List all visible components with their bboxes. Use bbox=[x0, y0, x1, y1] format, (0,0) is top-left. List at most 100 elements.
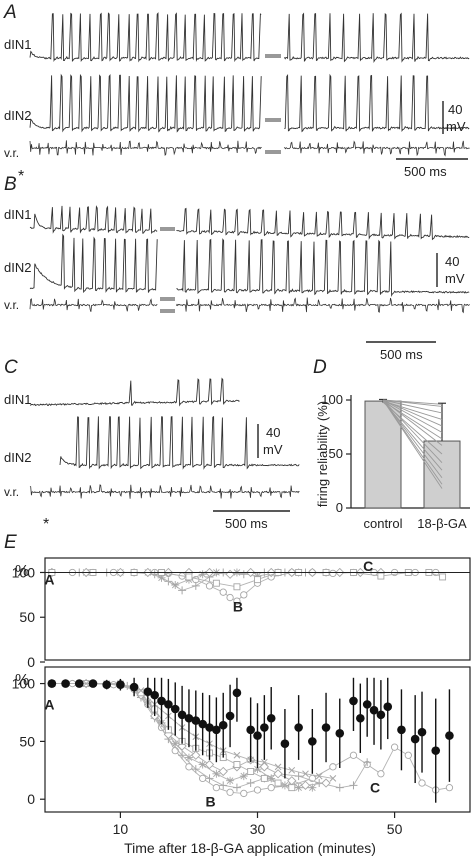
panel-d-paired-line bbox=[382, 399, 443, 405]
panel-e-top-data-point bbox=[198, 570, 207, 579]
panel-c-scale-mv: mV bbox=[263, 442, 283, 457]
trace-a-dIN1 bbox=[29, 12, 470, 63]
panel-b-scale-mv: mV bbox=[445, 271, 465, 286]
panel-d-paired-line bbox=[382, 400, 443, 420]
panel-c-scale-40: 40 bbox=[266, 425, 280, 440]
panel-e-top-plot-frame bbox=[44, 557, 471, 661]
panel-e-bottom-mean-point bbox=[129, 682, 139, 692]
panel-e-xlabel: Time after 18-β-GA application (minutes) bbox=[124, 840, 376, 856]
panel-d-letter: D bbox=[313, 357, 327, 378]
panel-a-vr-label: v.r. bbox=[4, 146, 19, 160]
panel-e-bottom-mean-point bbox=[150, 690, 159, 700]
panel-e-bottom-mean-point bbox=[417, 727, 427, 737]
panel-c-scale-500ms: 500 ms bbox=[225, 516, 268, 531]
panel-e-bottom-mean-point bbox=[410, 734, 420, 744]
panel-e-top-ytick-label: 100 bbox=[12, 564, 36, 580]
panel-e-bottom-mean-point bbox=[198, 719, 207, 729]
panel-e-bottom-data-point bbox=[390, 743, 399, 751]
panel-b-scale-500ms: 500 ms bbox=[380, 347, 423, 362]
panel-e-top-data-point bbox=[178, 586, 187, 595]
panel-c: C dIN1 dIN2 v.r. * 40 mV 500 ms bbox=[4, 357, 300, 533]
panel-e-top-data-point bbox=[205, 582, 214, 590]
panel-d-paired-line bbox=[382, 400, 443, 471]
panel-e-bottom-data-point bbox=[294, 772, 303, 781]
panel-e-bottom-data-point bbox=[212, 784, 221, 792]
trace-b-dIN2 bbox=[29, 233, 470, 297]
panel-e-bottom-data-point bbox=[247, 768, 255, 775]
panel-e-bottom-mean-point bbox=[445, 731, 454, 740]
panel-a: A dIN1 dIN2 v.r. * 40 mV 500 ms bbox=[3, 2, 470, 185]
panel-e-bottom-data-point bbox=[363, 758, 372, 767]
panel-e-bottom-mean-point bbox=[362, 700, 372, 709]
panel-e-bottom-data-point bbox=[212, 769, 221, 778]
panel-e-top-data-point bbox=[225, 569, 235, 579]
panel-e-bottom-data-point bbox=[377, 770, 385, 778]
panel-b-scale-40: 40 bbox=[445, 254, 459, 269]
panel-e-xtick-label: 10 bbox=[113, 821, 129, 837]
panel-e-bottom-data-point bbox=[294, 783, 303, 792]
panel-e-bottom-annotation-A: A bbox=[44, 696, 54, 712]
panel-a-gap-marker-3 bbox=[265, 150, 281, 154]
panel-e-bottom-data-point bbox=[219, 781, 228, 790]
panel-e-bottom-mean-point bbox=[205, 723, 214, 732]
panel-e-bottom-mean-point bbox=[212, 725, 221, 735]
panel-e-bottom-mean-point bbox=[102, 680, 111, 690]
panel-e-bottom-data-point bbox=[218, 766, 228, 777]
panel-e-bottom-mean-point bbox=[376, 710, 386, 720]
panel-e-bottom-mean-point bbox=[218, 720, 228, 730]
panel-e-bottom-data-point bbox=[267, 784, 275, 792]
panel-e-top-data-point bbox=[377, 572, 385, 580]
panel-e-bottom-mean-point bbox=[246, 725, 255, 735]
panel-e-top-data-point bbox=[219, 588, 227, 596]
panel-e-bottom-series-line bbox=[51, 683, 333, 779]
panel-e-xtick-label: 30 bbox=[250, 821, 266, 837]
panel-e-bottom-data-point bbox=[205, 774, 214, 783]
panel-e-bottom-mean-point bbox=[225, 711, 235, 721]
panel-e-bottom-data-point bbox=[204, 759, 215, 770]
panel-e-bottom-data-point bbox=[259, 762, 269, 772]
panel-e-bottom-data-point bbox=[137, 687, 145, 694]
panel-d-paired-line bbox=[382, 399, 443, 414]
panel-e-bottom-ylabel: % bbox=[15, 672, 29, 689]
panel-e-bottom-data-point bbox=[226, 788, 234, 796]
panel-e-bottom-mean-point bbox=[177, 710, 187, 720]
panel-e-bottom-data-point bbox=[418, 779, 426, 787]
panel-a-gap-marker-1 bbox=[265, 54, 281, 58]
panel-e-bottom-ytick-label: 50 bbox=[19, 733, 35, 749]
panel-e-bottom-data-point bbox=[267, 774, 276, 783]
panel-e-bottom-data-point bbox=[233, 761, 241, 768]
panel-d-ytick-label: 100 bbox=[321, 392, 343, 407]
panel-b-gap-marker-3 bbox=[160, 309, 175, 313]
trace-b-ventral-root bbox=[29, 297, 470, 314]
panel-e-bottom-mean-point bbox=[74, 679, 84, 688]
panel-e-bottom-data-point bbox=[349, 751, 358, 759]
panel-b-dIN1-label: dIN1 bbox=[4, 207, 31, 222]
panel-e-bottom-mean-point bbox=[260, 723, 269, 732]
panel-a-scale-mv: mV bbox=[446, 119, 466, 134]
panel-e-bottom-data-point bbox=[335, 783, 344, 792]
panel-e-bottom-data-point bbox=[273, 769, 283, 779]
panel-e-bottom-data-point bbox=[288, 784, 296, 792]
panel-d-paired-line bbox=[382, 399, 443, 433]
panel-a-dIN1-label: dIN1 bbox=[4, 37, 31, 52]
panel-e-bottom-data-point bbox=[239, 772, 248, 781]
panel-e-bottom-data-point bbox=[260, 774, 268, 782]
panel-e-bottom-data-point bbox=[253, 786, 262, 794]
panel-e-top-ytick-label: 0 bbox=[27, 654, 35, 670]
panel-c-dIN1-label: dIN1 bbox=[4, 392, 31, 407]
panel-e-bottom-mean-point bbox=[253, 731, 262, 740]
panel-c-vr-label: v.r. bbox=[4, 485, 19, 499]
panel-b-letter: B bbox=[4, 174, 17, 195]
panel-e-bottom-mean-point bbox=[157, 696, 166, 706]
panel-e-bottom-data-point bbox=[349, 781, 358, 790]
panel-e-bottom-mean-point bbox=[184, 713, 194, 723]
panel-b: B dIN1 dIN2 v.r. 40 mV 500 ms bbox=[4, 174, 470, 362]
panel-c-asterisk: * bbox=[43, 516, 49, 533]
panel-e-bottom-mean-point bbox=[369, 705, 379, 715]
panel-e-bottom-data-point bbox=[226, 776, 235, 785]
panel-e-bottom-mean-point bbox=[88, 679, 98, 688]
panel-e-bottom-data-point bbox=[274, 779, 282, 787]
panel-b-vr-label: v.r. bbox=[4, 298, 19, 312]
panel-e-bottom-data-point bbox=[199, 774, 207, 783]
